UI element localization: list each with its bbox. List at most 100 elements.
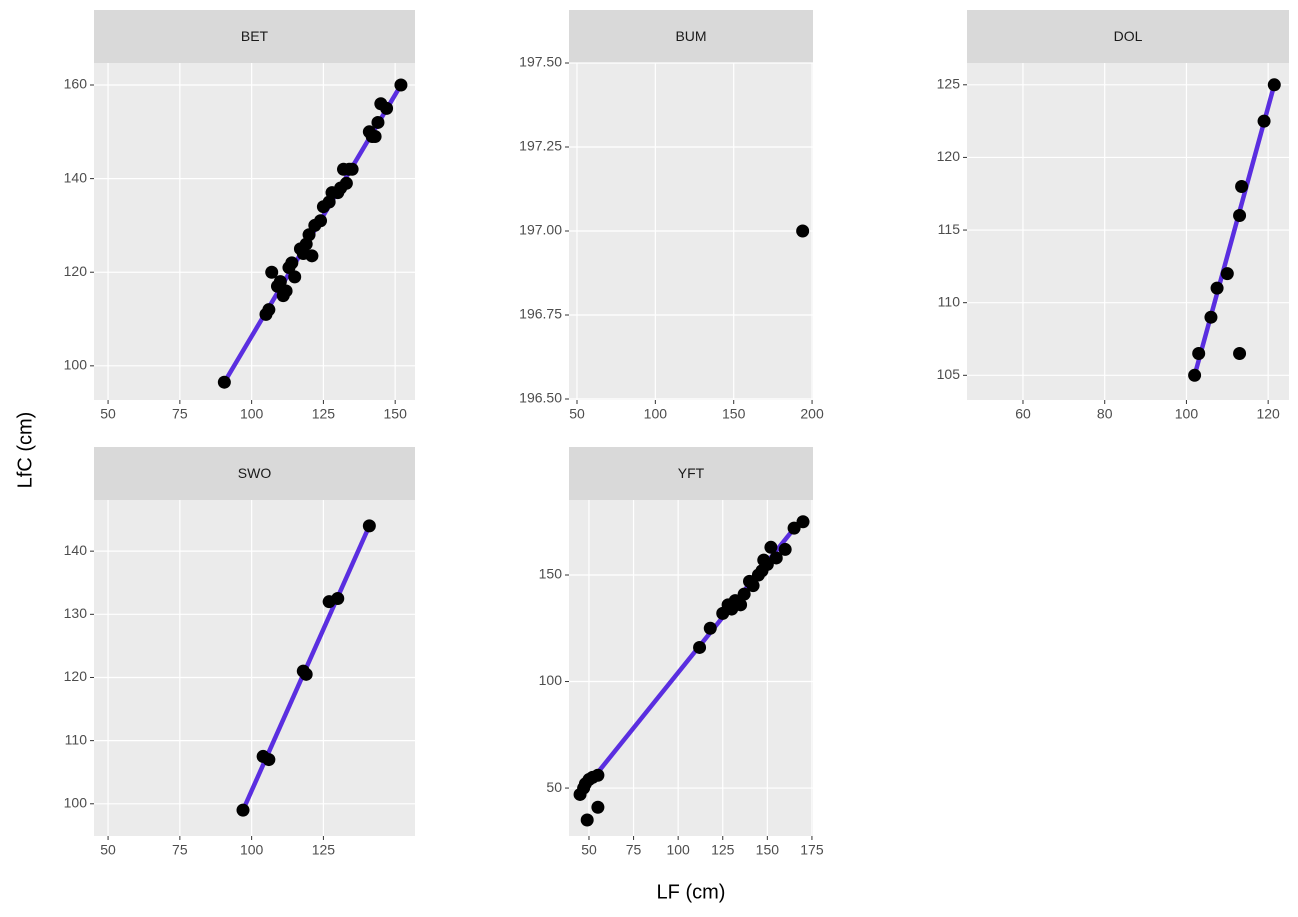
y-tick-label: 160 (64, 76, 88, 92)
strip (569, 447, 813, 500)
point (305, 249, 319, 263)
strip (94, 10, 415, 63)
point (279, 284, 293, 298)
y-tick-label: 110 (65, 731, 88, 747)
point (764, 540, 778, 554)
point (394, 78, 408, 92)
point (580, 813, 594, 827)
point (299, 667, 313, 681)
facet-title: BET (241, 28, 269, 44)
point (591, 800, 605, 814)
point (769, 551, 783, 565)
point (265, 265, 279, 279)
x-tick-label: 60 (1015, 406, 1031, 422)
x-tick-label: 125 (711, 842, 735, 858)
point (591, 768, 605, 782)
point (285, 256, 299, 270)
panel (94, 63, 415, 400)
facet-title: BUM (675, 28, 706, 44)
point (746, 579, 760, 593)
y-tick-label: 110 (938, 293, 961, 309)
x-tick-label: 50 (100, 406, 116, 422)
x-tick-label: 75 (626, 842, 642, 858)
point (262, 303, 276, 317)
facet-title: YFT (678, 465, 705, 481)
x-tick-label: 75 (172, 406, 188, 422)
point (314, 214, 328, 228)
y-tick-label: 105 (937, 366, 961, 382)
y-tick-label: 197.25 (519, 138, 562, 154)
point (1210, 281, 1224, 295)
point (380, 101, 394, 115)
point (273, 275, 287, 289)
point (236, 803, 250, 817)
y-tick-label: 150 (539, 566, 563, 582)
x-tick-label: 125 (312, 406, 336, 422)
point (796, 515, 810, 529)
point (1257, 114, 1271, 128)
x-tick-label: 100 (240, 406, 264, 422)
point (1235, 179, 1249, 193)
y-tick-label: 140 (64, 169, 88, 185)
y-tick-label: 120 (64, 668, 88, 684)
point (1188, 368, 1202, 382)
x-axis-title: LF (cm) (657, 881, 726, 903)
y-tick-label: 197.00 (519, 222, 562, 238)
point (1233, 209, 1247, 223)
x-tick-label: 100 (666, 842, 690, 858)
x-tick-label: 50 (581, 842, 597, 858)
point (737, 587, 751, 601)
strip (967, 10, 1289, 63)
y-tick-label: 100 (64, 357, 88, 373)
x-tick-label: 75 (172, 842, 188, 858)
x-tick-label: 125 (312, 842, 336, 858)
x-tick-label: 50 (569, 406, 585, 422)
point (693, 640, 707, 654)
x-tick-label: 200 (800, 406, 824, 422)
y-tick-label: 197.50 (519, 54, 562, 70)
point (734, 598, 748, 612)
y-tick-label: 140 (64, 542, 88, 558)
y-tick-label: 125 (937, 75, 961, 91)
y-tick-label: 196.75 (519, 306, 562, 322)
point (345, 162, 359, 176)
point (371, 115, 385, 129)
x-tick-label: 150 (722, 406, 746, 422)
point (1267, 78, 1281, 92)
point (362, 519, 376, 533)
y-tick-label: 115 (938, 221, 961, 237)
y-tick-label: 100 (539, 672, 563, 688)
x-tick-label: 100 (644, 406, 668, 422)
x-tick-label: 100 (1175, 406, 1199, 422)
point (339, 176, 353, 190)
point (796, 224, 810, 238)
point (217, 375, 231, 389)
y-axis-title: LfC (cm) (14, 412, 36, 489)
x-tick-label: 50 (100, 842, 116, 858)
point (368, 129, 382, 143)
x-tick-label: 175 (800, 842, 824, 858)
point (1220, 267, 1234, 281)
point (288, 270, 302, 284)
y-tick-label: 120 (937, 148, 961, 164)
point (703, 621, 717, 635)
x-tick-label: 80 (1097, 406, 1113, 422)
facet-title: SWO (238, 465, 272, 481)
point (1192, 347, 1206, 361)
x-tick-label: 120 (1256, 406, 1280, 422)
point (778, 542, 792, 556)
x-tick-label: 150 (756, 842, 780, 858)
x-tick-label: 150 (384, 406, 408, 422)
point (302, 228, 316, 242)
y-tick-label: 50 (546, 779, 562, 795)
strip (94, 447, 415, 500)
point (331, 592, 345, 606)
strip (569, 10, 813, 63)
y-tick-label: 196.50 (519, 390, 562, 406)
y-tick-label: 100 (64, 794, 88, 810)
y-tick-label: 120 (64, 263, 88, 279)
facet-title: DOL (1114, 28, 1143, 44)
x-tick-label: 100 (240, 842, 264, 858)
fit-line (1192, 84, 1277, 376)
